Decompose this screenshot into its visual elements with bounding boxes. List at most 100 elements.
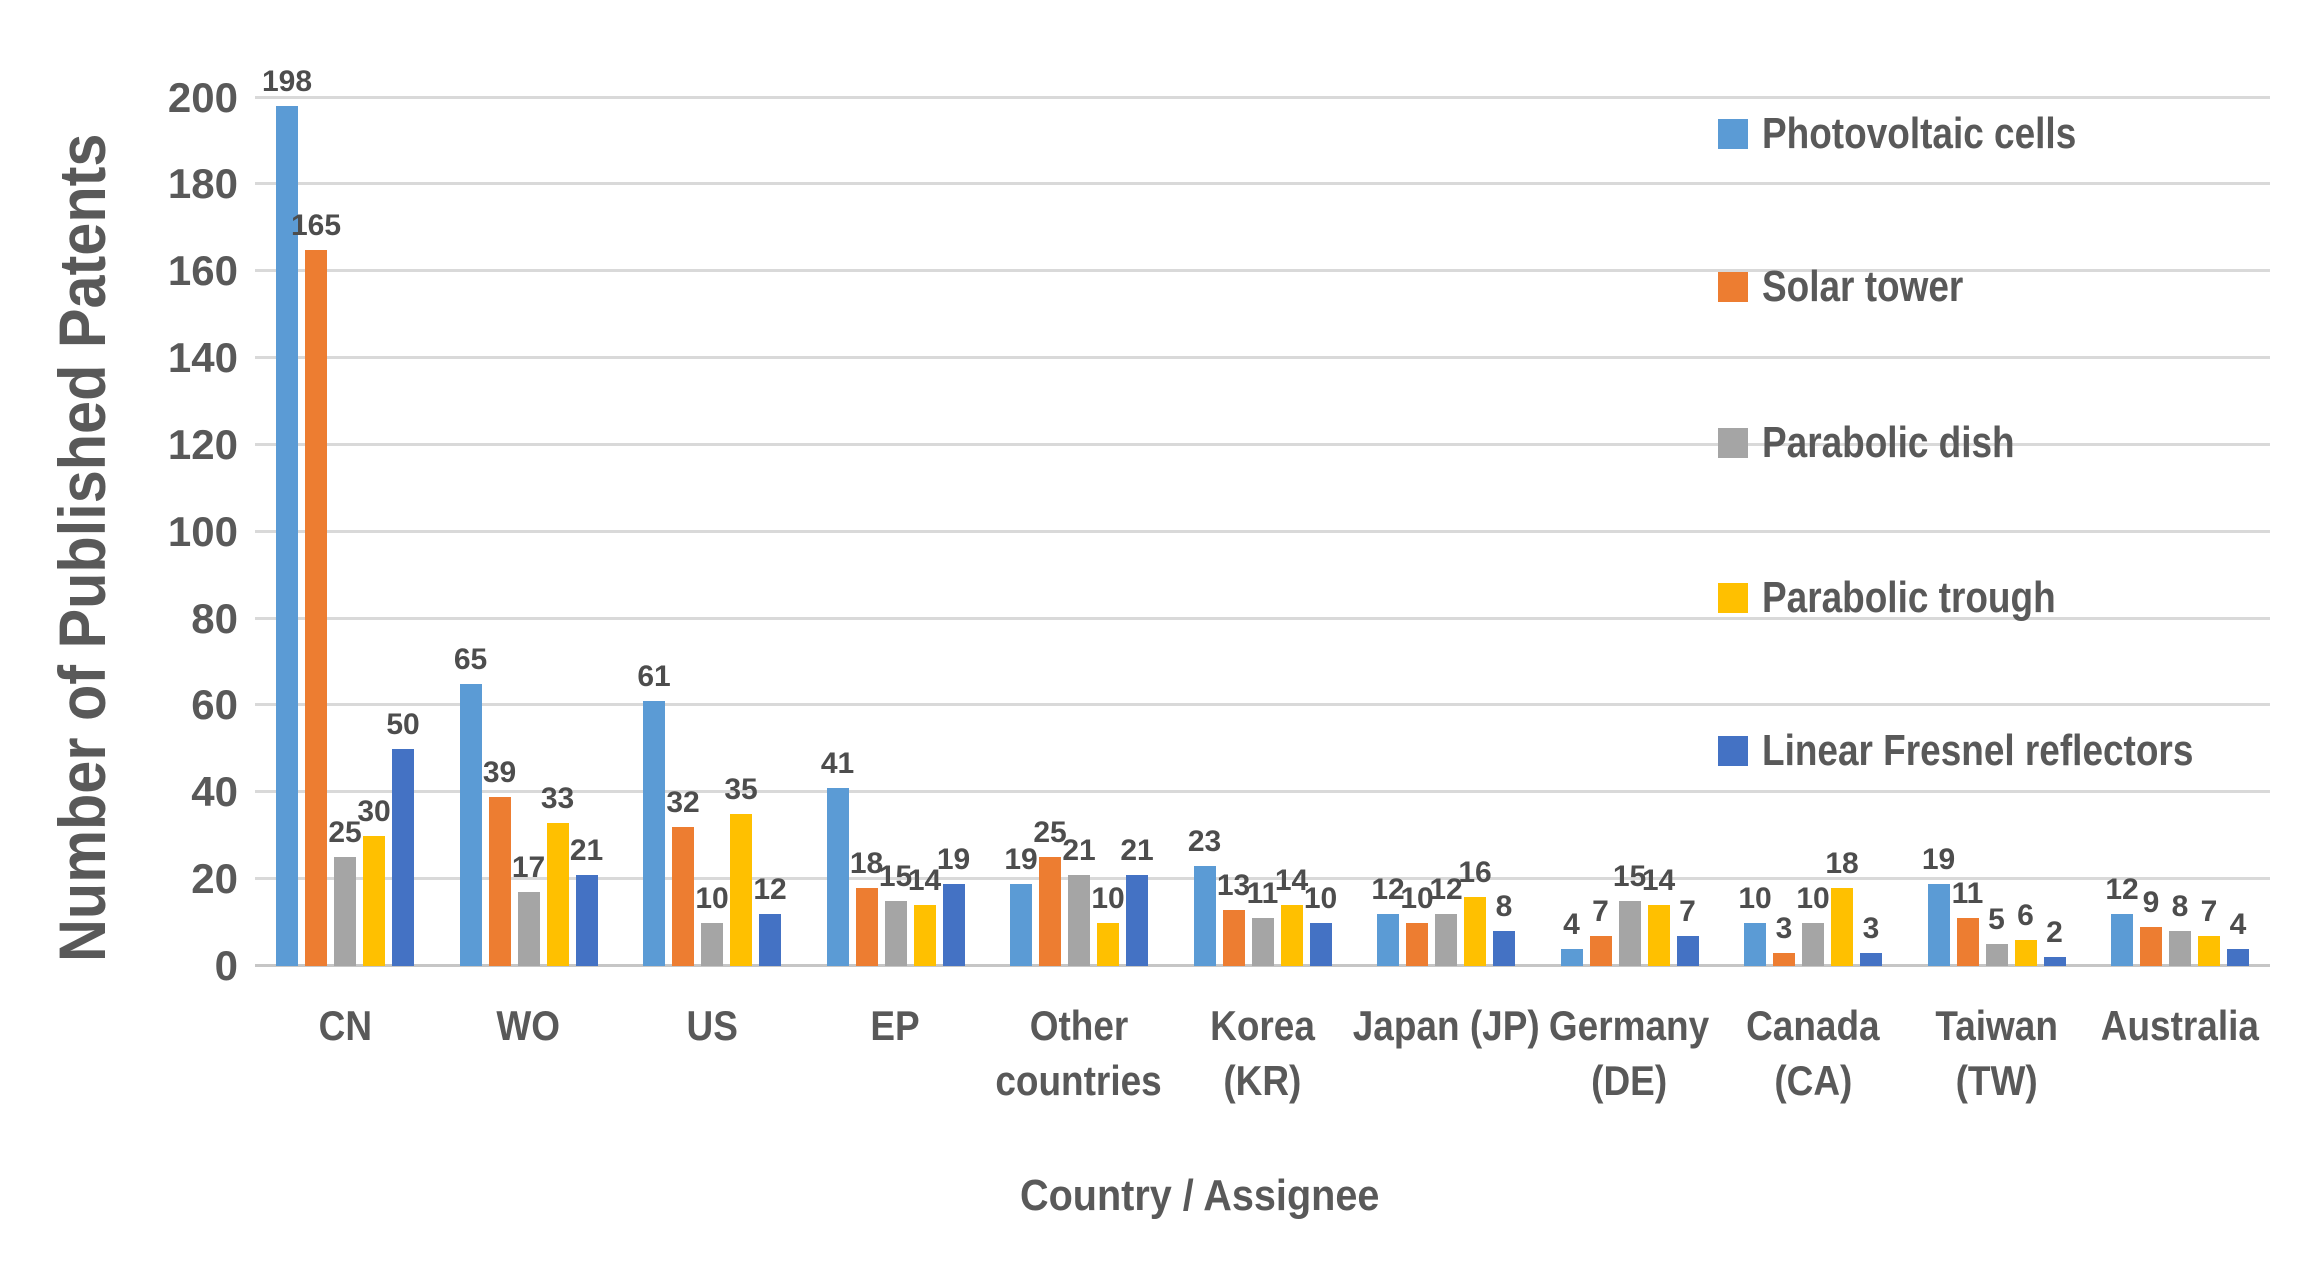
y-axis-tick-label: 180 <box>167 160 238 208</box>
bar-value-label: 10 <box>1738 881 1772 915</box>
category-label-line: Germany <box>1500 998 1760 1053</box>
bar-value-label: 8 <box>1495 890 1513 924</box>
bar-parabolic-trough-other-countries <box>1097 922 1119 966</box>
bar-value-label: 35 <box>724 773 758 807</box>
bar-value-label: 7 <box>1679 894 1696 928</box>
bar-parabolic-trough-ep <box>913 905 936 966</box>
y-axis-tick-label: 140 <box>167 334 238 382</box>
bar-parabolic-dish-ep <box>884 900 907 966</box>
bar-parabolic-dish-cn <box>334 857 356 966</box>
bar-photovoltaic-cells-korea-kr <box>1193 866 1216 966</box>
y-axis-tick-label: 20 <box>191 855 238 903</box>
category-label-line: Japan (JP) <box>1316 998 1576 1053</box>
category-label-text: Japan (JP) <box>1352 1002 1540 1049</box>
bar-value-label: 65 <box>453 642 488 676</box>
bar-photovoltaic-cells-ep <box>826 787 849 966</box>
bar-value-label: 21 <box>1120 833 1154 867</box>
category-label-text: CN <box>318 1002 372 1049</box>
bar-value-label: 4 <box>2229 907 2247 941</box>
legend-label: Parabolic trough <box>1762 573 2056 622</box>
bar-linear-fresnel-reflectors-canada-ca <box>1860 952 1882 966</box>
bar-value-label: 32 <box>666 786 700 820</box>
bar-value-label: 165 <box>290 208 342 242</box>
y-axis-tick-label: 120 <box>167 420 238 468</box>
category-label-australia: Australia <box>2050 998 2310 1053</box>
bar-value-label: 4 <box>1563 907 1580 941</box>
bar-solar-tower-taiwan-tw <box>1956 918 1979 966</box>
bar-value-label: 12 <box>1429 872 1463 906</box>
bar-value-label: 19 <box>936 842 971 876</box>
bar-parabolic-trough-japan-jp <box>1464 896 1486 966</box>
bar-parabolic-dish-canada-ca <box>1802 922 1824 966</box>
bar-value-label: 10 <box>1400 881 1434 915</box>
category-label-text: Canada <box>1746 1002 1880 1049</box>
gridline <box>255 703 2270 707</box>
bar-value-label: 17 <box>511 851 546 885</box>
legend-item-linear-fresnel-reflectors: Linear Fresnel reflectors <box>1718 725 2276 777</box>
bar-value-label: 9 <box>2142 885 2160 919</box>
category-label-text: (TW) <box>1955 1057 2038 1104</box>
bar-value-label: 11 <box>1951 877 1984 911</box>
bar-value-label: 18 <box>849 846 884 880</box>
y-axis-tick-label: 160 <box>167 247 238 295</box>
gridline <box>255 877 2270 881</box>
gridline <box>255 95 2270 99</box>
y-axis-tick-label: 80 <box>191 594 238 642</box>
y-axis-tick-label: 60 <box>191 681 238 729</box>
bar-value-label: 2 <box>2046 916 2063 950</box>
bar-parabolic-dish-germany-de <box>1618 900 1641 966</box>
bar-value-label: 23 <box>1187 825 1222 859</box>
bar-value-label: 8 <box>2171 890 2189 924</box>
category-label-text: EP <box>870 1002 921 1049</box>
bar-parabolic-trough-germany-de <box>1647 905 1670 966</box>
category-label-line: WO <box>399 998 659 1053</box>
legend-item-parabolic-dish: Parabolic dish <box>1718 417 2063 469</box>
category-label-korea-kr: Korea (KR) <box>1133 998 1393 1108</box>
x-axis-title: Country / Assignee <box>800 1170 1600 1222</box>
category-label-line: Other <box>949 998 1209 1053</box>
bar-photovoltaic-cells-australia <box>2111 913 2133 966</box>
category-label-line: (DE) <box>1500 1053 1760 1108</box>
bar-value-label: 7 <box>2200 894 2218 928</box>
bar-solar-tower-korea-kr <box>1222 909 1245 966</box>
bar-value-label: 30 <box>357 794 391 828</box>
bar-solar-tower-japan-jp <box>1406 922 1428 966</box>
y-axis-title-text: Number of Published Patents <box>45 133 119 963</box>
bar-linear-fresnel-reflectors-germany-de <box>1676 935 1699 966</box>
bar-value-label: 10 <box>695 881 729 915</box>
bar-linear-fresnel-reflectors-wo <box>575 874 598 966</box>
bar-photovoltaic-cells-cn <box>276 106 298 966</box>
bar-linear-fresnel-reflectors-korea-kr <box>1309 922 1332 966</box>
bar-value-label: 39 <box>482 755 517 789</box>
bar-value-label: 13 <box>1216 868 1251 902</box>
category-label-japan-jp: Japan (JP) <box>1316 998 1576 1053</box>
bar-linear-fresnel-reflectors-japan-jp <box>1493 931 1515 966</box>
gridline <box>255 616 2270 620</box>
bar-solar-tower-germany-de <box>1589 935 1612 966</box>
bar-value-label: 16 <box>1458 855 1492 889</box>
bar-value-label: 25 <box>1033 816 1067 850</box>
legend-swatch-parabolic-dish <box>1718 428 1748 458</box>
bar-value-label: 50 <box>386 707 420 741</box>
y-axis-tick-label: 0 <box>214 942 238 989</box>
category-label-line: Korea <box>1133 998 1393 1053</box>
bar-parabolic-dish-wo <box>517 892 540 966</box>
bar-solar-tower-australia <box>2140 926 2162 966</box>
legend-label: Linear Fresnel reflectors <box>1762 726 2194 775</box>
bar-value-label: 6 <box>2017 898 2034 932</box>
bar-solar-tower-us <box>672 827 694 966</box>
category-label-other-countries: Other countries <box>949 998 1209 1108</box>
category-label-cn: CN <box>215 998 475 1053</box>
bar-value-label: 19 <box>1921 842 1956 876</box>
category-label-line: Australia <box>2050 998 2310 1053</box>
bar-value-label: 11 <box>1246 877 1279 911</box>
y-axis-title: Number of Published Patents <box>45 0 119 1098</box>
bar-value-label: 14 <box>907 864 942 898</box>
category-label-text: countries <box>995 1057 1163 1104</box>
bar-value-label: 15 <box>878 859 913 893</box>
legend-item-solar-tower: Solar tower <box>1718 261 2002 313</box>
bar-parabolic-dish-korea-kr <box>1251 918 1274 966</box>
bar-value-label: 10 <box>1091 881 1125 915</box>
legend-swatch-photovoltaic-cells <box>1718 119 1748 149</box>
bar-linear-fresnel-reflectors-australia <box>2227 948 2249 966</box>
